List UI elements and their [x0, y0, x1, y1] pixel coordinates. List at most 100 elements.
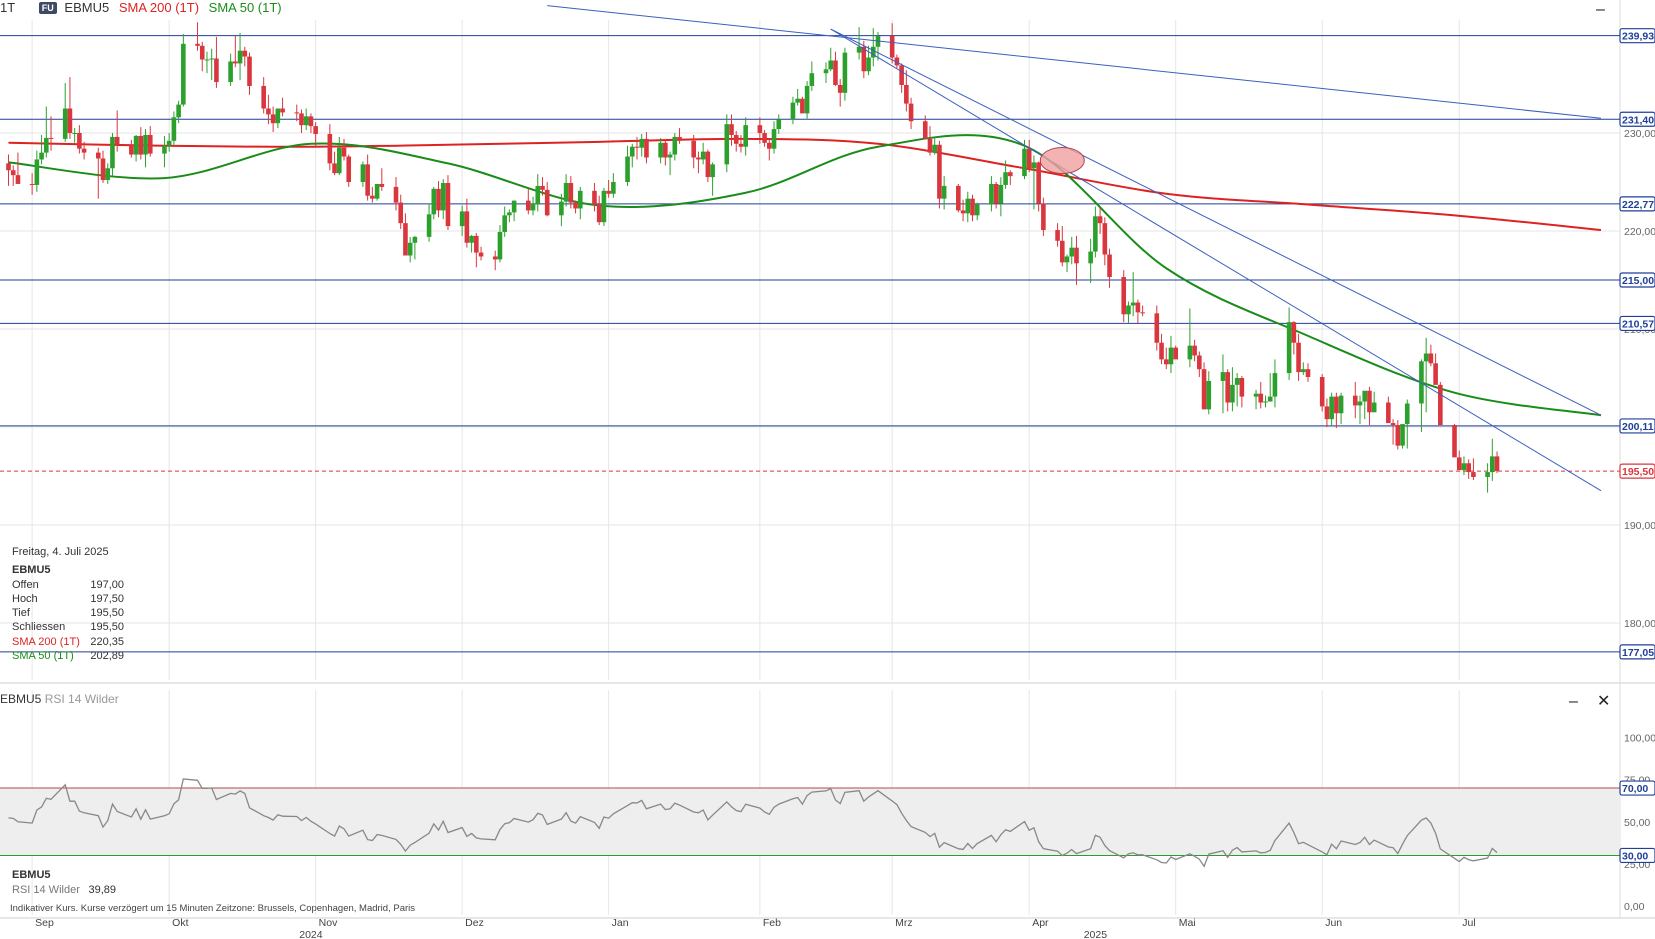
candle	[1055, 223, 1060, 247]
candle-body	[1286, 322, 1292, 374]
candle-body	[1003, 172, 1008, 185]
candle	[1452, 424, 1457, 458]
candle	[1272, 359, 1278, 408]
minimize-main-icon[interactable]: –	[1596, 1, 1605, 18]
close-rsi-icon[interactable]: ✕	[1597, 693, 1611, 710]
candle	[1471, 458, 1476, 480]
candle	[559, 193, 564, 227]
info-open-label: Offen	[12, 578, 39, 591]
candle-body	[407, 242, 413, 256]
rsi-indicator-name[interactable]: RSI 14 Wilder	[44, 692, 119, 706]
price-label-text: 200,11	[1622, 421, 1654, 433]
candle	[1192, 339, 1197, 362]
candle	[247, 52, 252, 95]
candle	[370, 186, 375, 203]
candle	[526, 188, 531, 215]
candle	[908, 97, 914, 130]
candle	[48, 116, 54, 151]
candle-body	[927, 138, 933, 153]
candle-body	[365, 164, 370, 196]
symbol-label[interactable]: EBMU5	[64, 0, 110, 15]
candlestick-series	[6, 22, 1500, 493]
candle-body	[733, 134, 739, 144]
candle-body	[568, 182, 574, 203]
price-label-boxes: 239,93 231,40 222,77 215,00 210,57 200,11 177,…	[1619, 28, 1655, 864]
candle	[507, 209, 512, 223]
candle	[974, 202, 980, 221]
candle	[1357, 395, 1363, 425]
candle	[993, 182, 999, 209]
minimize-rsi-icon[interactable]: –	[1569, 693, 1578, 710]
price-label-text: 177,05	[1622, 647, 1654, 659]
candle-body	[114, 136, 120, 145]
candle-body	[1305, 369, 1311, 378]
candle	[724, 114, 730, 173]
candle-body	[1371, 402, 1377, 413]
candle	[634, 136, 640, 160]
rsi-symbol[interactable]: EBMU5	[0, 692, 42, 706]
candle-body	[374, 183, 380, 199]
candle	[1438, 381, 1443, 426]
candle	[341, 138, 347, 161]
candle-body	[1192, 345, 1197, 356]
sma50-legend[interactable]: SMA 50 (1T)	[208, 0, 282, 15]
candle-body	[1026, 148, 1032, 169]
candle-body	[181, 43, 186, 105]
candle	[696, 151, 701, 174]
candle	[1093, 206, 1098, 258]
candle-body	[1433, 363, 1438, 385]
month-label: Mai	[1179, 917, 1196, 929]
candle	[1386, 396, 1391, 424]
candle	[1026, 139, 1032, 173]
candle-body	[1253, 393, 1259, 397]
candle-body	[544, 189, 550, 216]
candle	[1225, 369, 1230, 412]
info-high-label: Hoch	[12, 592, 38, 605]
candle	[436, 181, 441, 218]
candle	[1305, 363, 1311, 382]
candle-body	[965, 198, 971, 214]
price-label-frame	[1619, 847, 1655, 864]
candle-body	[828, 60, 834, 70]
info-close-label: Schliessen	[12, 621, 66, 634]
candle-body	[1059, 240, 1065, 263]
candle	[563, 174, 569, 207]
candle-body	[294, 112, 300, 114]
candle-body	[993, 183, 999, 204]
candle	[1428, 344, 1434, 367]
sma200-legend[interactable]: SMA 200 (1T)	[118, 0, 200, 15]
candle	[62, 83, 68, 142]
candle	[474, 232, 479, 268]
candle	[1400, 424, 1405, 449]
candle-body	[629, 146, 635, 157]
candle-body	[592, 190, 597, 205]
candle	[989, 176, 994, 212]
candle	[904, 70, 909, 112]
candle-body	[658, 142, 663, 158]
candle-body	[166, 140, 172, 146]
candle-body	[663, 142, 668, 158]
candle	[833, 51, 838, 86]
candle	[639, 133, 645, 157]
price-tick-label: 180,00	[1624, 618, 1655, 630]
candle	[195, 22, 200, 51]
candle-body	[110, 136, 115, 169]
candle	[823, 62, 829, 84]
info-sma200-label: SMA 200 (1T)	[12, 635, 80, 648]
candle	[303, 108, 309, 131]
candle-body	[767, 142, 772, 149]
candle-body	[956, 185, 961, 211]
rsi-info-label: RSI 14 Wilder	[12, 883, 80, 896]
candle	[266, 94, 271, 125]
interval-label[interactable]: 1T	[0, 0, 16, 15]
candle-body	[440, 182, 446, 211]
candle	[280, 97, 285, 117]
price-tick-label: 190,00	[1624, 520, 1655, 532]
candle-body	[1107, 254, 1112, 278]
candle-body	[1036, 162, 1041, 204]
candle-body	[1187, 345, 1193, 360]
info-row-high: Hoch 197,50	[12, 592, 124, 606]
candle-body	[724, 124, 730, 165]
price-label-text: 215,00	[1622, 275, 1654, 287]
